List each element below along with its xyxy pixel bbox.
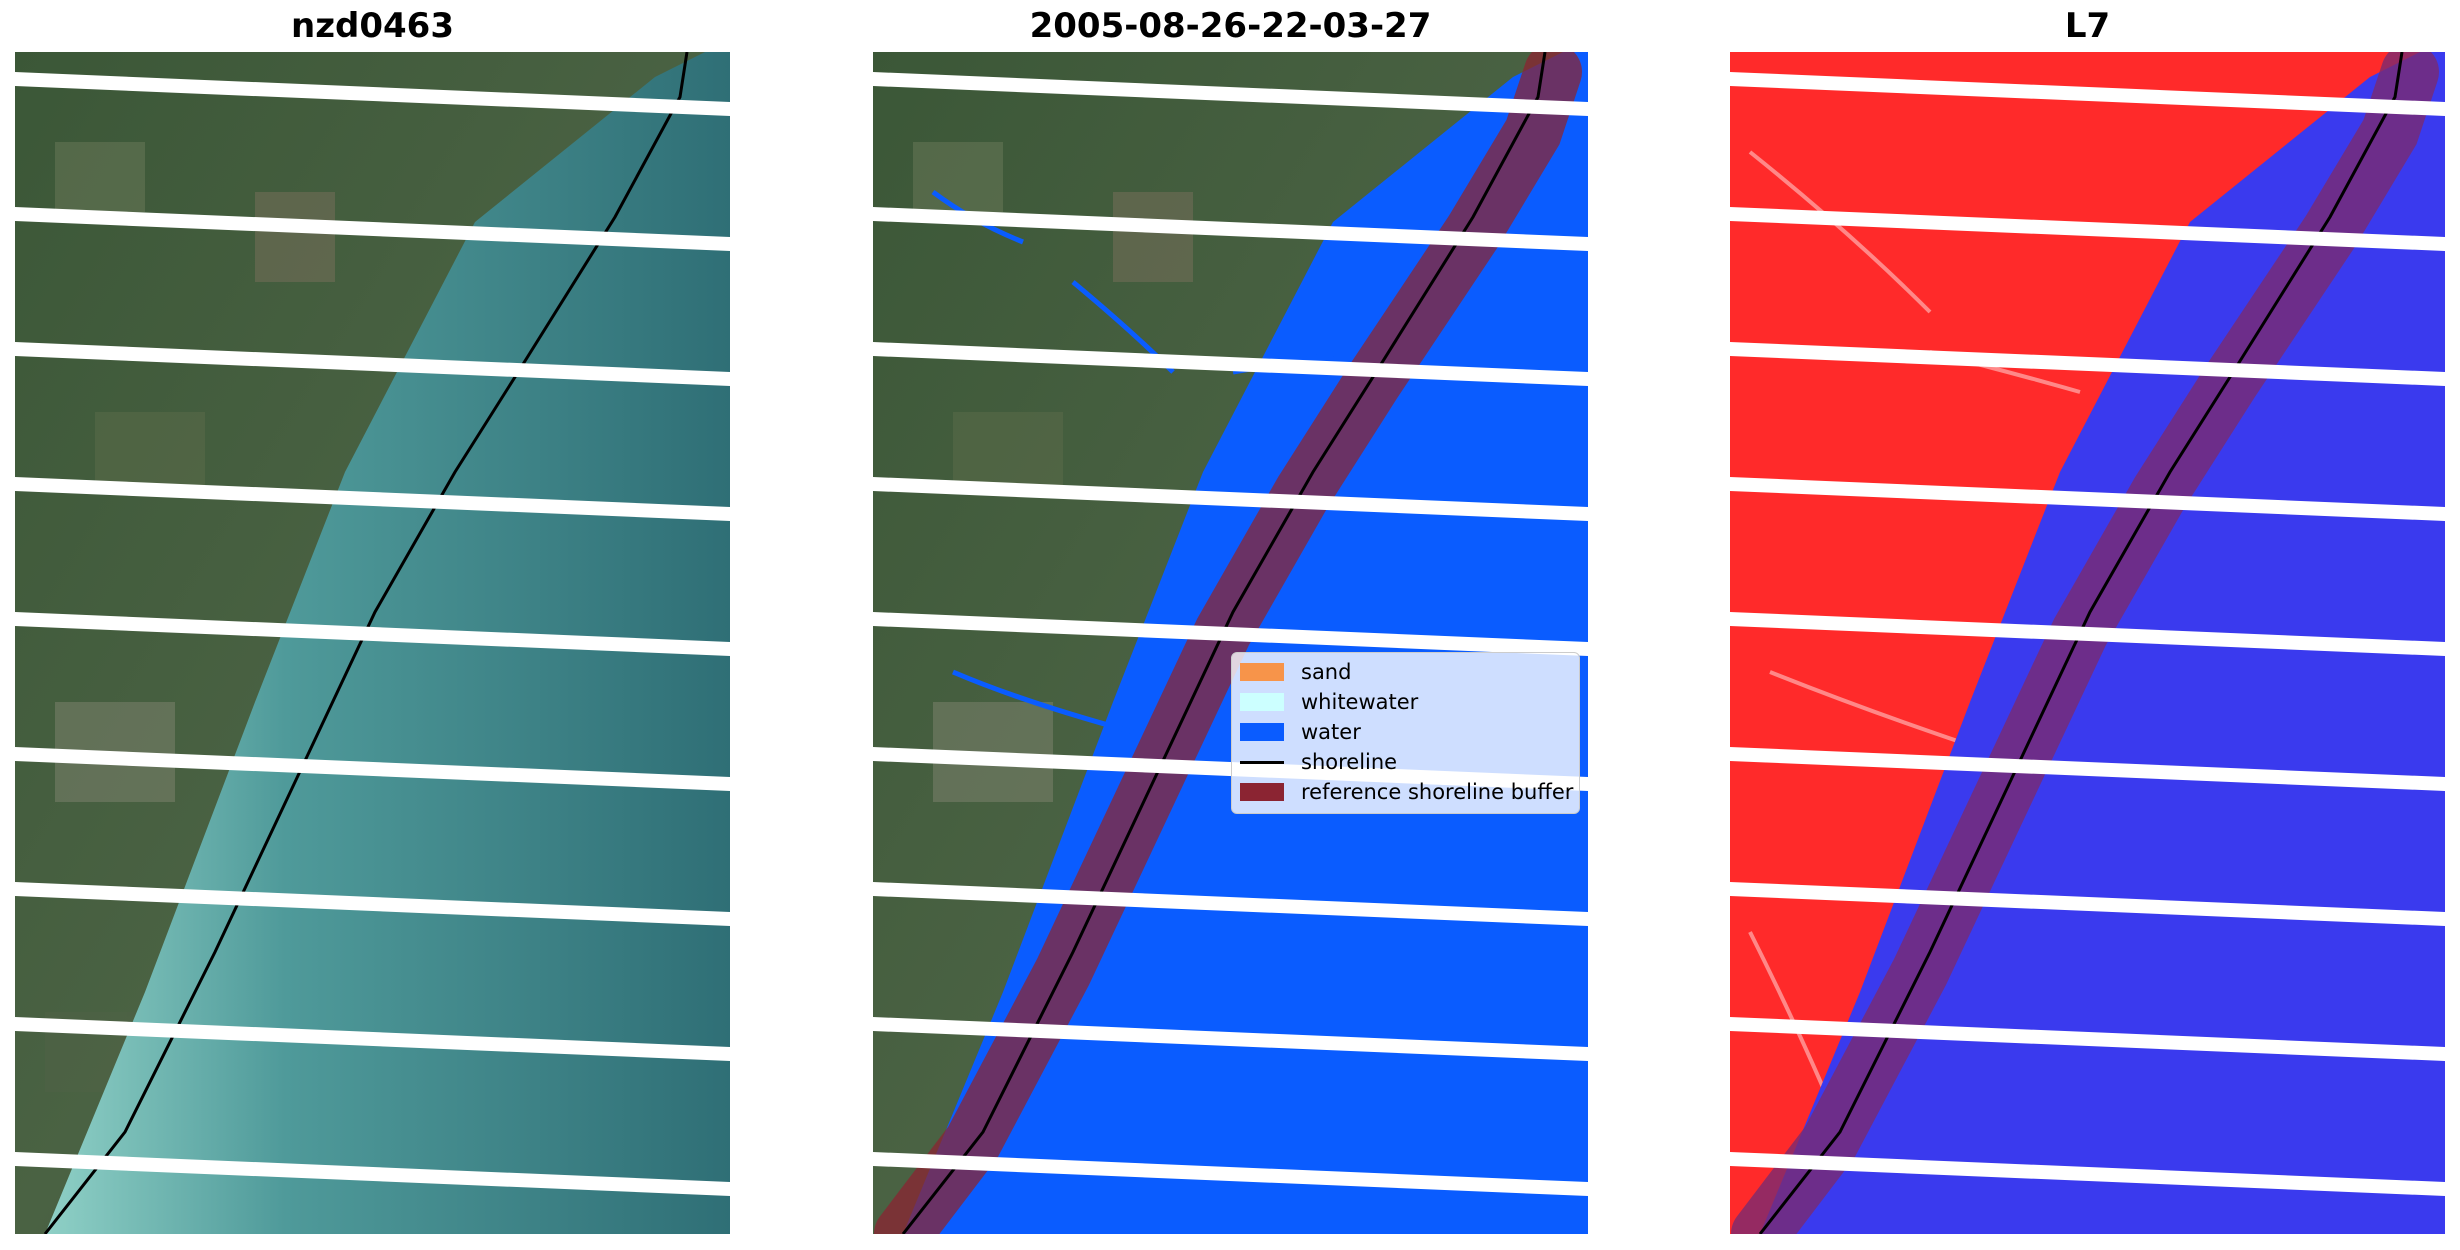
- legend-item-water: water: [1240, 718, 1361, 746]
- scanline-gaps: [15, 72, 730, 1196]
- legend-item-sand: sand: [1240, 658, 1351, 686]
- field-patches: [913, 142, 1193, 802]
- panel-rgb-image: [15, 52, 730, 1234]
- shoreline: [43, 52, 689, 1234]
- panel-classified-image: [873, 52, 1588, 1234]
- legend-label-whitewater: whitewater: [1301, 690, 1419, 714]
- legend-label-water: water: [1301, 720, 1361, 744]
- legend-line-shoreline: [1240, 760, 1284, 764]
- legend-label-sand: sand: [1301, 660, 1352, 684]
- legend-swatch-sand: [1240, 663, 1284, 681]
- legend-item-buffer: reference shoreline buffer: [1240, 778, 1573, 806]
- legend-label-buffer: reference shoreline buffer: [1301, 780, 1574, 804]
- legend-item-shoreline: shoreline: [1240, 748, 1397, 776]
- legend-swatch-whitewater: [1240, 693, 1284, 711]
- shoreline: [1758, 52, 2404, 1234]
- panel-index-image: [1730, 52, 2445, 1234]
- legend-item-whitewater: whitewater: [1240, 688, 1418, 716]
- legend-swatch-water: [1240, 723, 1284, 741]
- legend: sand whitewater water shoreline referenc…: [1231, 652, 1580, 814]
- panel-title-index: L7: [2064, 6, 2111, 46]
- legend-swatch-buffer: [1240, 783, 1284, 801]
- scanline-gaps: [1730, 72, 2445, 1196]
- scanline-gaps: [873, 72, 1588, 1196]
- panel-title-date: 2005-08-26-22-03-27: [1029, 6, 1432, 46]
- sea-area: [45, 52, 730, 1234]
- legend-label-shoreline: shoreline: [1301, 750, 1398, 774]
- panel-title-rgb: nzd0463: [291, 6, 454, 46]
- shoreline: [901, 52, 1547, 1234]
